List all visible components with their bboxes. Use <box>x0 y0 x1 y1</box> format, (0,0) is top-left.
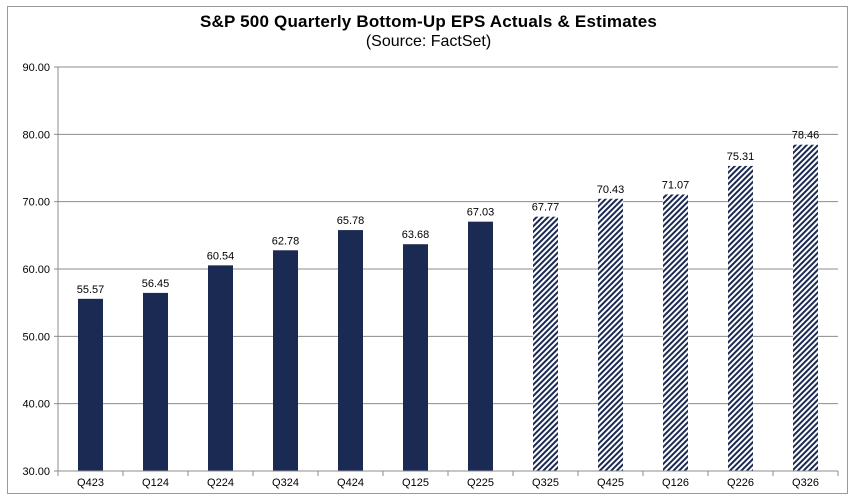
x-tick-label: Q126 <box>662 477 689 489</box>
actual-bar-q324 <box>273 250 298 471</box>
x-tick-label: Q124 <box>142 477 169 489</box>
y-tick-label: 40.00 <box>22 399 50 411</box>
data-label: 63.68 <box>402 229 430 241</box>
estimate-bar-q226 <box>728 165 753 472</box>
estimate-bar-q326 <box>793 144 818 471</box>
y-axis: 30.00 40.00 50.00 60.00 70.00 80.00 90.00 <box>22 62 59 478</box>
data-label: 60.54 <box>207 250 235 262</box>
actual-bar-q124 <box>143 292 168 471</box>
data-label: 55.57 <box>77 284 105 296</box>
data-label: 75.31 <box>727 151 755 163</box>
y-tick-label: 50.00 <box>22 331 50 343</box>
y-tick-label: 60.00 <box>22 264 50 276</box>
x-tick-label: Q425 <box>597 477 624 489</box>
bars <box>78 144 818 472</box>
actual-bar-q125 <box>403 244 428 471</box>
x-tick-label: Q225 <box>467 477 494 489</box>
data-label: 67.77 <box>532 202 560 214</box>
x-tick-label: Q326 <box>792 477 819 489</box>
x-tick-label: Q125 <box>402 477 429 489</box>
actual-bar-q423 <box>78 298 103 471</box>
x-tick-label: Q324 <box>272 477 299 489</box>
actual-bar-q225 <box>468 221 493 471</box>
actual-bar-q424 <box>338 230 363 471</box>
data-label: 70.43 <box>597 184 625 196</box>
estimate-bar-q325 <box>533 216 558 471</box>
data-label: 67.03 <box>467 207 495 219</box>
chart-title: S&P 500 Quarterly Bottom-Up EPS Actuals … <box>199 12 658 31</box>
data-label: 71.07 <box>662 179 690 191</box>
data-label: 78.46 <box>792 130 820 142</box>
chart-subtitle: (Source: FactSet) <box>365 33 492 50</box>
data-label: 65.78 <box>337 215 365 227</box>
x-tick-label: Q226 <box>727 477 754 489</box>
x-axis: Q423 Q124 Q224 Q324 Q424 Q125 Q225 Q325 Q425 Q126… <box>57 470 839 489</box>
data-label: 56.45 <box>142 278 170 290</box>
y-tick-label: 70.00 <box>22 197 50 209</box>
data-label: 62.78 <box>272 235 300 247</box>
x-tick-label: Q423 <box>77 477 104 489</box>
y-tick-label: 80.00 <box>22 129 50 141</box>
y-tick-label: 30.00 <box>22 466 50 478</box>
x-tick-label: Q424 <box>337 477 364 489</box>
gridlines <box>58 66 838 472</box>
estimate-bar-q425 <box>598 198 623 471</box>
data-labels: 55.57 56.45 60.54 62.78 65.78 63.68 67.03 67.77… <box>77 130 820 296</box>
actual-bar-q224 <box>208 265 233 471</box>
estimate-bar-q126 <box>663 194 688 471</box>
y-tick-label: 90.00 <box>22 62 50 74</box>
x-tick-label: Q325 <box>532 477 559 489</box>
x-tick-label: Q224 <box>207 477 234 489</box>
